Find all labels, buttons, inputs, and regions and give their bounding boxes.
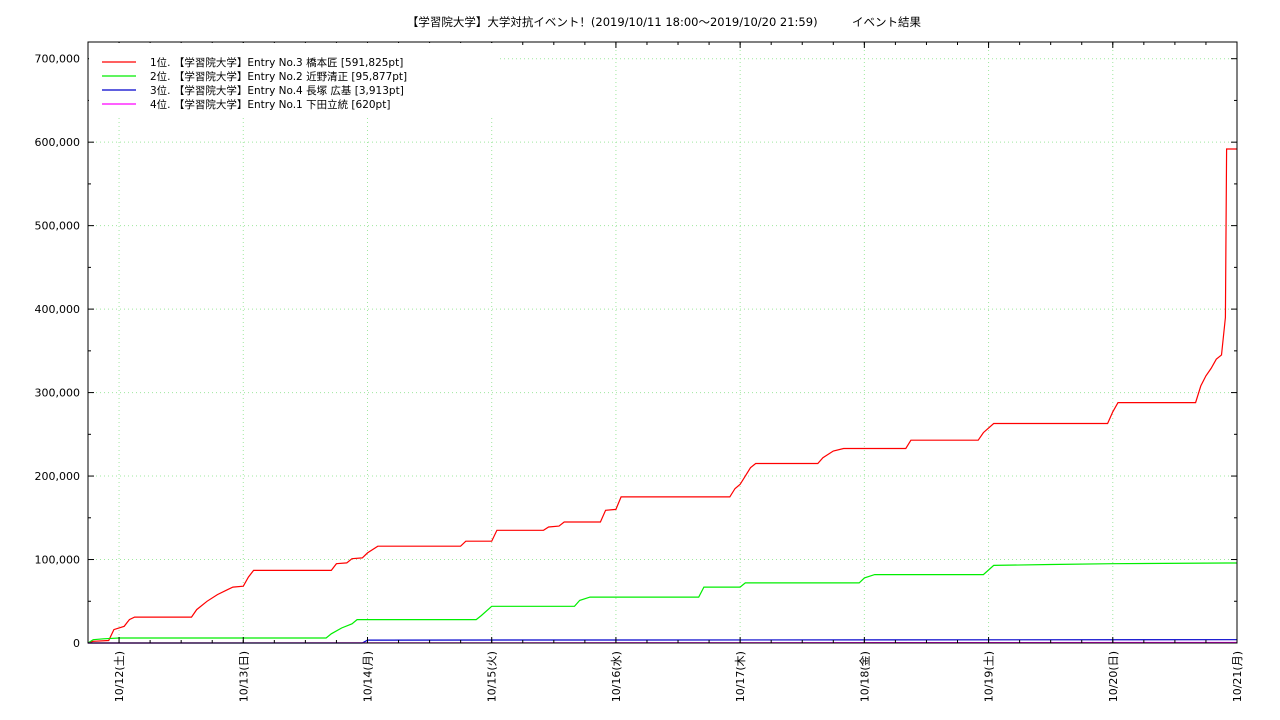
chart-title: 【学習院大学】大学対抗イベント！(2019/10/11 18:00〜2019/1…: [407, 15, 922, 29]
x-tick-label: 10/16(水): [610, 651, 623, 702]
x-tick-label: 10/20(日): [1107, 651, 1120, 702]
x-tick-label: 10/17(木): [734, 651, 747, 702]
legend-label: 2位. 【学習院大学】Entry No.2 近野清正 [95,877pt]: [150, 70, 407, 83]
grid: [88, 42, 1238, 643]
x-tick-label: 10/15(火): [486, 651, 499, 702]
y-tick-label: 0: [73, 637, 80, 650]
y-tick-label: 700,000: [35, 53, 81, 66]
series-line-2: [87, 562, 1237, 644]
plot-frame: [87, 41, 1238, 644]
y-tick-label: 600,000: [35, 136, 81, 149]
legend: 1位. 【学習院大学】Entry No.3 橋本匠 [591,825pt]2位.…: [89, 43, 499, 115]
legend-label: 3位. 【学習院大学】Entry No.4 長塚 広基 [3,913pt]: [150, 84, 404, 97]
y-tick-label: 500,000: [35, 220, 81, 233]
legend-label: 4位. 【学習院大学】Entry No.1 下田立統 [620pt]: [150, 98, 390, 111]
x-tick-label: 10/21(月): [1231, 651, 1244, 702]
legend-label: 1位. 【学習院大学】Entry No.3 橋本匠 [591,825pt]: [150, 56, 403, 69]
x-tick-label: 10/18(金): [857, 651, 871, 702]
series-lines: [87, 148, 1237, 644]
x-tick-label: 10/13(日): [237, 651, 250, 702]
x-tick-label: 10/19(土): [983, 651, 996, 702]
axis-ticks: 0 100,000 200,000 300,000 400,000 500,000 600,…: [35, 42, 1244, 702]
series-line-1: [87, 148, 1237, 644]
y-tick-label: 100,000: [35, 554, 81, 567]
y-tick-label: 400,000: [35, 303, 81, 316]
legend-background: [89, 43, 499, 115]
y-tick-label: 300,000: [35, 387, 81, 400]
x-tick-label: 10/14(月): [361, 651, 374, 702]
y-tick-label: 200,000: [35, 470, 81, 483]
x-tick-label: 10/12(土): [113, 651, 126, 702]
